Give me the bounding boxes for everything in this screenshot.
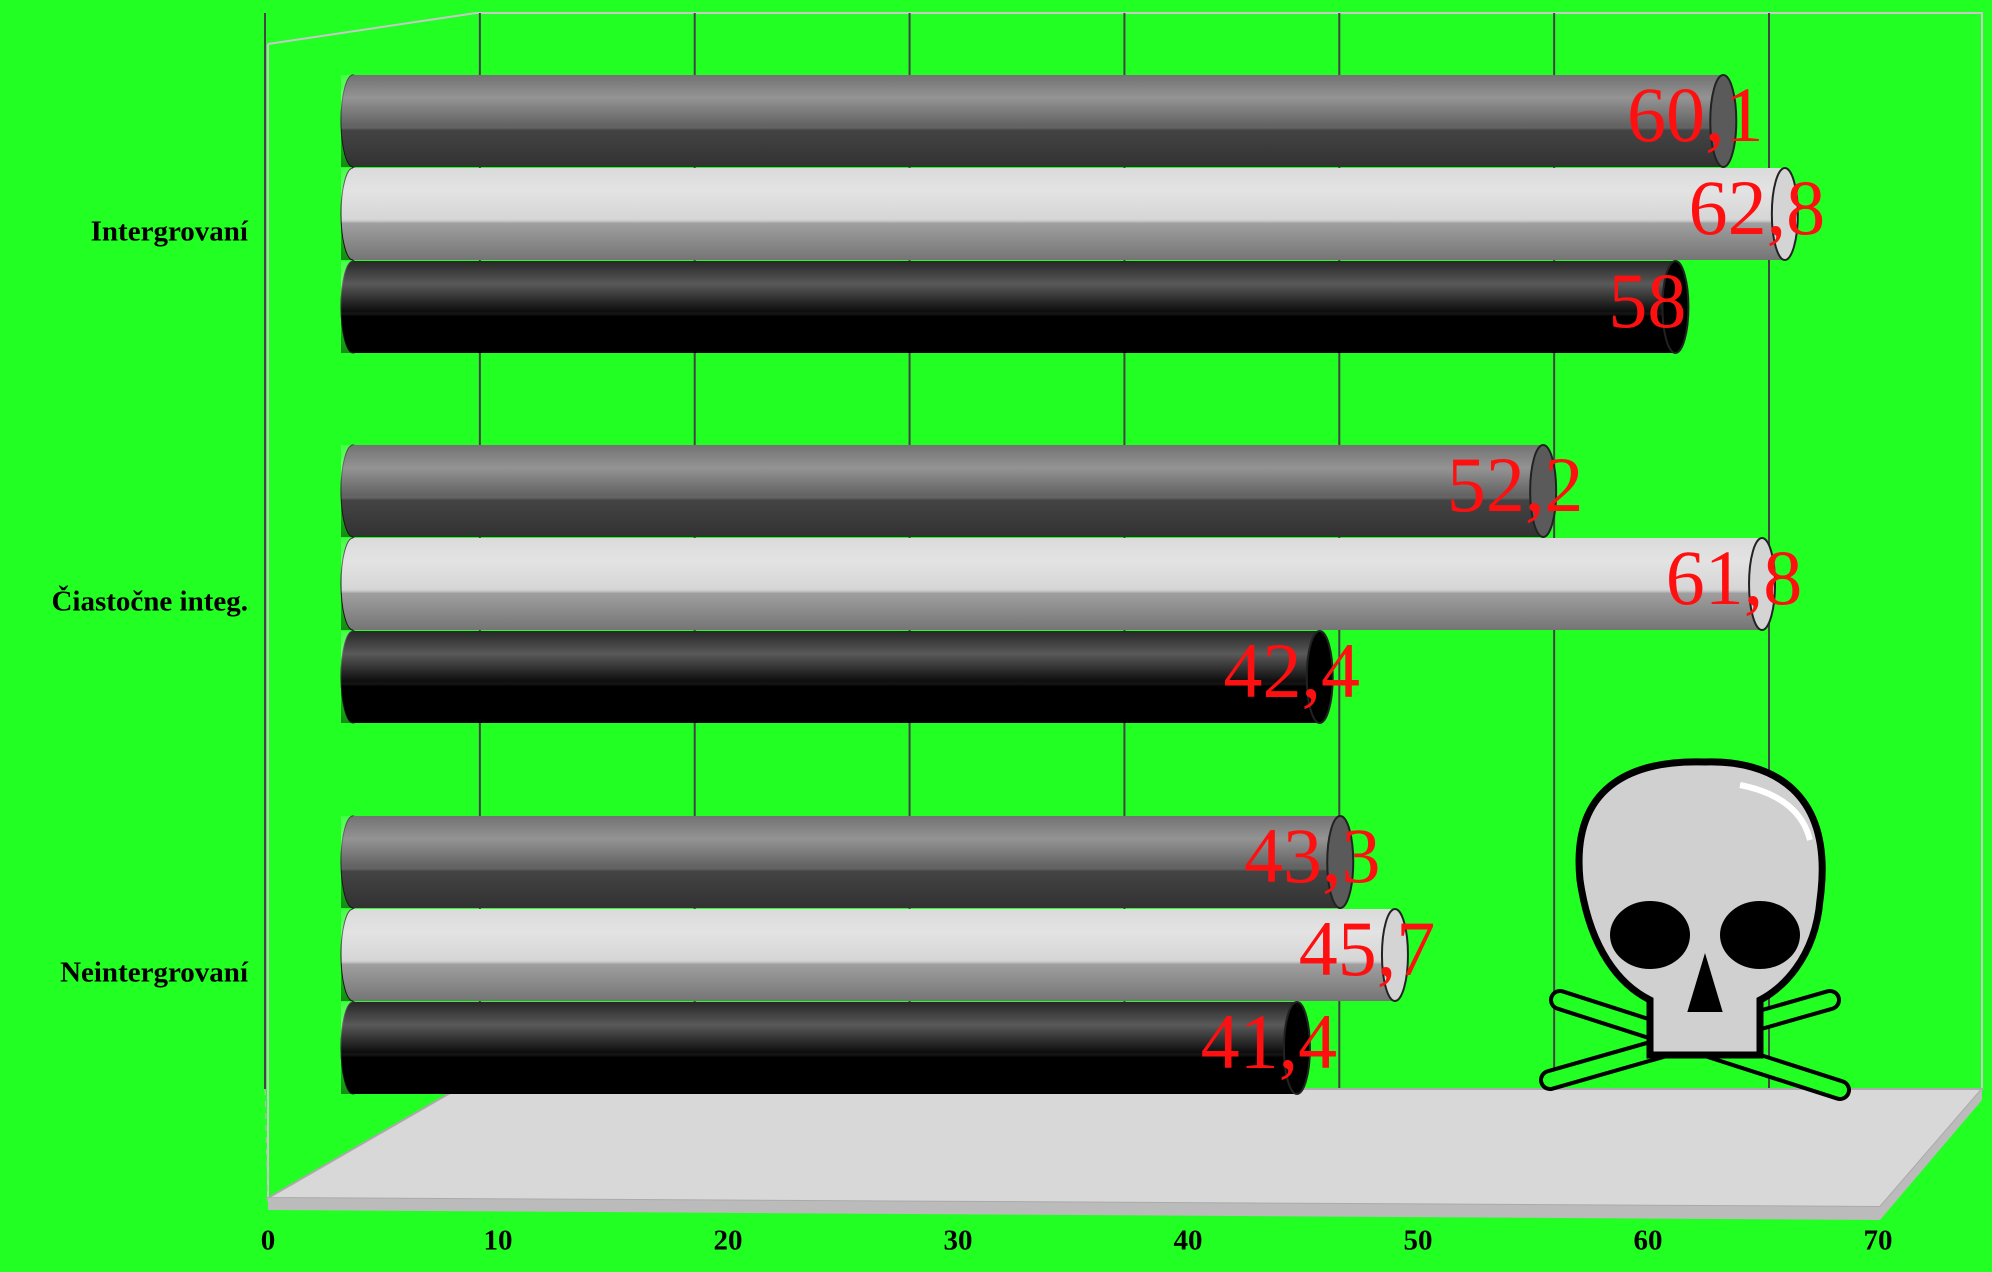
value-label: 52,2 <box>1447 441 1584 528</box>
value-label: 43,3 <box>1244 812 1381 899</box>
value-label: 58 <box>1608 257 1686 344</box>
value-label: 62,8 <box>1689 164 1826 251</box>
x-tick-label: 60 <box>1634 1225 1663 1257</box>
value-label: 41,4 <box>1201 998 1338 1085</box>
x-tick-label: 50 <box>1404 1225 1433 1257</box>
bar-shade <box>341 75 1724 167</box>
bar-shade <box>341 909 1395 1001</box>
bars: 60,162,858 52,2 61,8 42,4 43,345,741,4 <box>340 71 1826 1095</box>
bar-shade <box>341 261 1676 353</box>
bar-cap-right <box>1529 444 1558 538</box>
category-label: Intergrovaní <box>91 216 249 248</box>
bar-cap-right <box>1282 1001 1311 1095</box>
back-wall <box>267 12 1983 1089</box>
bar-cap-right <box>1326 815 1355 909</box>
bar-cap-right <box>1305 630 1334 724</box>
bar-shade <box>341 1002 1297 1094</box>
x-tick-label: 40 <box>1174 1225 1203 1257</box>
bar-cap-right <box>1770 167 1799 261</box>
bar-shade <box>341 538 1763 630</box>
x-tick-label: 10 <box>484 1225 513 1257</box>
value-label: 60,1 <box>1627 71 1764 158</box>
bar-cap-right <box>1661 260 1690 354</box>
floor <box>264 1088 1985 1209</box>
bar-shade <box>341 816 1341 908</box>
x-tick-label: 20 <box>714 1225 743 1257</box>
bar-cap-right <box>1709 74 1738 168</box>
value-label: 45,7 <box>1299 905 1436 992</box>
category-label: Čiastočne integ. <box>51 585 248 618</box>
floor-edge <box>268 1089 1982 1220</box>
x-tick-label: 0 <box>261 1225 276 1257</box>
x-tick-label: 30 <box>944 1225 973 1257</box>
category-label: Neintergrovaní <box>60 957 249 989</box>
bar-shade <box>341 631 1320 723</box>
bar-shade <box>341 445 1544 537</box>
bar-cap-right <box>1748 537 1777 631</box>
bar-shade <box>341 168 1785 260</box>
value-label: 42,4 <box>1223 627 1360 714</box>
bar-cap-right <box>1380 908 1409 1002</box>
skull-icon <box>1539 758 1851 1101</box>
x-tick-label: 70 <box>1864 1225 1893 1257</box>
value-label: 61,8 <box>1666 534 1803 621</box>
